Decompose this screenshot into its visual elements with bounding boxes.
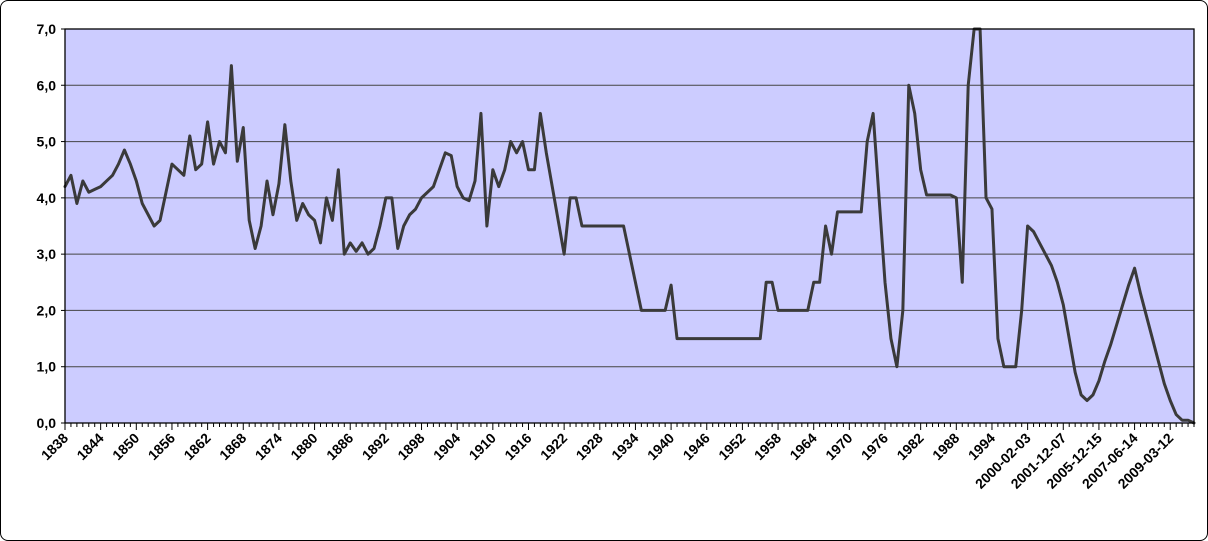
x-tick-label: 1862 [180, 430, 213, 463]
x-tick-label: 1964 [786, 430, 819, 463]
x-tick-label: 1886 [323, 430, 356, 463]
y-tick-label: 7,0 [37, 21, 57, 37]
x-tick-label: 1982 [893, 430, 926, 463]
x-tick-label: 1868 [216, 430, 249, 463]
series-line [63, 27, 1196, 425]
x-tick-label: 1988 [929, 430, 962, 463]
x-tick-label: 1880 [287, 430, 320, 463]
x-tick-label: 1850 [109, 430, 142, 463]
y-tick-label: 2,0 [37, 302, 57, 318]
y-tick-label: 0,0 [37, 415, 57, 431]
plot-area [65, 29, 1194, 423]
x-tick-label: 1856 [145, 430, 178, 463]
x-tick-label: 1910 [466, 430, 499, 463]
x-tick-label: 1922 [537, 430, 570, 463]
x-axis-labels: 1838 1844 1850 1856 1862 1868 1874 1880 1886 1892… [38, 430, 1177, 492]
x-tick-label: 1946 [680, 430, 713, 463]
x-tick-label: 1940 [644, 430, 677, 463]
x-tick-label: 1898 [394, 430, 427, 463]
x-tick-label: 1838 [38, 430, 71, 463]
y-axis-ticks [61, 28, 65, 424]
x-tick-label: 1952 [715, 430, 748, 463]
x-tick-label: 1904 [430, 430, 463, 463]
x-tick-label: 1976 [858, 430, 891, 463]
x-axis-ticks [64, 423, 1195, 430]
x-tick-label: 1970 [822, 430, 855, 463]
y-tick-label: 6,0 [37, 77, 57, 93]
x-tick-label: 1958 [751, 430, 784, 463]
x-tick-label: 1892 [359, 430, 392, 463]
x-tick-label: 1928 [573, 430, 606, 463]
x-tick-label: 1934 [608, 430, 641, 463]
x-tick-label: 1916 [501, 430, 534, 463]
y-tick-label: 3,0 [37, 246, 57, 262]
y-tick-label: 5,0 [37, 134, 57, 150]
x-tick-label: 1874 [252, 430, 285, 463]
y-axis-labels: 0,0 1,0 2,0 3,0 4,0 5,0 6,0 7,0 [37, 21, 57, 431]
x-tick-label: 1844 [73, 430, 106, 463]
y-tick-label: 1,0 [37, 359, 57, 375]
y-tick-label: 4,0 [37, 190, 57, 206]
